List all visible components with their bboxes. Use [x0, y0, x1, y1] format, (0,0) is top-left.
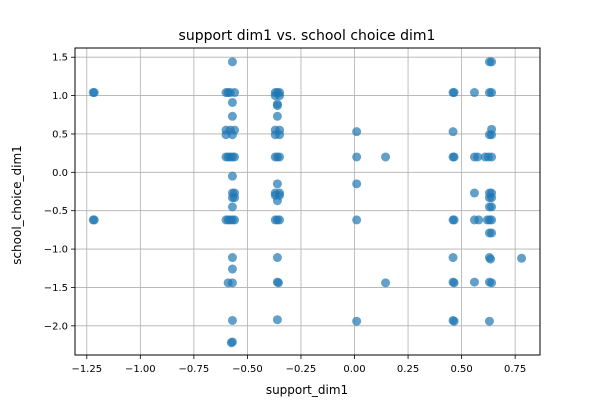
data-point	[487, 202, 497, 212]
data-point	[487, 152, 497, 162]
data-point	[448, 127, 458, 137]
grid-lines	[75, 48, 540, 355]
data-point	[487, 278, 497, 288]
y-tick-label: −1.5	[44, 283, 68, 294]
data-point	[487, 193, 497, 203]
x-tick-label: 0.75	[504, 364, 526, 375]
data-point	[487, 130, 497, 140]
data-point	[469, 88, 479, 98]
data-point	[275, 91, 285, 101]
data-point	[275, 215, 285, 225]
data-point	[449, 152, 459, 162]
data-point	[227, 130, 237, 140]
y-tick-label: −0.5	[44, 206, 68, 217]
x-tick-label: 0.00	[343, 364, 365, 375]
x-tick-label: −0.75	[179, 364, 210, 375]
data-point	[227, 253, 237, 263]
data-point	[469, 188, 479, 198]
data-point	[381, 152, 391, 162]
data-point	[227, 264, 237, 274]
data-point	[227, 111, 237, 121]
data-point	[227, 278, 237, 288]
data-points	[88, 57, 527, 348]
data-point	[230, 215, 240, 225]
data-point	[227, 171, 237, 181]
data-point	[449, 88, 459, 98]
x-tick-label: −0.50	[232, 364, 263, 375]
data-point	[352, 215, 362, 225]
x-axis-label: support_dim1	[266, 383, 348, 397]
data-point	[449, 316, 459, 326]
data-point	[449, 215, 459, 225]
data-point	[230, 88, 240, 98]
data-point	[352, 316, 362, 326]
data-point	[227, 202, 237, 212]
x-axis-ticks: −1.25 −1.00 −0.75 −0.50 −0.25 0.00 0.25 0.50 0.7…	[71, 355, 526, 375]
y-tick-label: −1.0	[44, 245, 68, 256]
x-tick-label: 0.25	[397, 364, 419, 375]
y-tick-label: 0.0	[52, 168, 68, 179]
y-tick-label: 0.5	[52, 129, 68, 140]
data-point	[484, 316, 494, 326]
data-point	[272, 315, 282, 325]
data-point	[352, 127, 362, 137]
data-point	[487, 228, 497, 238]
data-point	[227, 57, 237, 67]
data-point	[381, 278, 391, 288]
data-point	[275, 130, 285, 140]
x-tick-label: −1.25	[71, 364, 102, 375]
y-tick-label: 1.5	[52, 53, 68, 64]
data-point	[272, 179, 282, 189]
chart-title: support dim1 vs. school choice dim1	[179, 28, 436, 44]
data-point	[517, 253, 527, 263]
data-point	[275, 152, 285, 162]
data-point	[89, 215, 99, 225]
data-point	[227, 315, 237, 325]
data-point	[352, 152, 362, 162]
data-point	[88, 88, 98, 98]
data-point	[272, 101, 282, 111]
data-point	[230, 152, 240, 162]
data-point	[487, 57, 497, 67]
axes-frame	[74, 47, 541, 356]
data-point	[272, 196, 282, 206]
data-point	[469, 277, 479, 287]
data-point	[474, 215, 484, 225]
data-point	[487, 215, 497, 225]
data-point	[449, 278, 459, 288]
x-tick-label: 0.50	[450, 364, 472, 375]
data-point	[473, 152, 483, 162]
data-point	[272, 111, 282, 121]
data-point	[221, 130, 231, 140]
x-tick-label: −0.25	[286, 364, 317, 375]
x-tick-label: −1.00	[125, 364, 156, 375]
data-point	[448, 253, 458, 263]
data-point	[487, 88, 497, 98]
y-tick-label: −2.0	[44, 321, 68, 332]
y-axis-ticks: −2.0 −1.5 −1.0 −0.5 0.0 0.5 1.0 1.5	[44, 53, 75, 332]
data-point	[226, 338, 236, 348]
data-point	[352, 179, 362, 189]
data-point	[273, 278, 283, 288]
y-tick-label: 1.0	[52, 91, 68, 102]
data-point	[272, 253, 282, 263]
data-point	[227, 97, 237, 107]
data-point	[230, 193, 240, 203]
y-axis-label: school_choice_dim1	[10, 145, 24, 265]
data-point	[486, 254, 496, 264]
